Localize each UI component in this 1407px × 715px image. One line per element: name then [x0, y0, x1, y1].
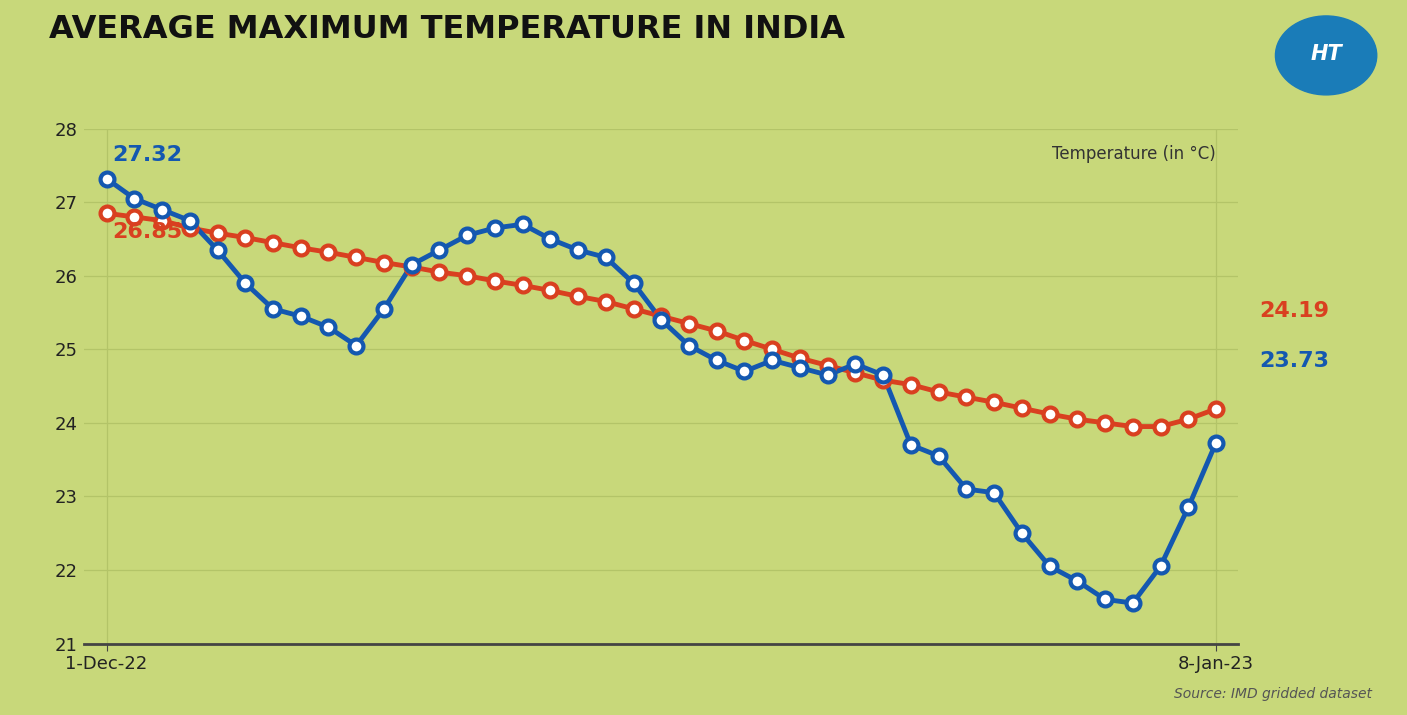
- Circle shape: [1275, 16, 1376, 95]
- Text: Source: IMD gridded dataset: Source: IMD gridded dataset: [1173, 686, 1372, 701]
- Text: Temperature (in °C): Temperature (in °C): [1052, 145, 1216, 163]
- Text: HT: HT: [1310, 44, 1342, 64]
- Text: 24.19: 24.19: [1259, 301, 1330, 321]
- Text: 23.73: 23.73: [1259, 351, 1330, 371]
- Text: 27.32: 27.32: [113, 145, 182, 165]
- Text: AVERAGE MAXIMUM TEMPERATURE IN INDIA: AVERAGE MAXIMUM TEMPERATURE IN INDIA: [49, 14, 846, 45]
- Text: 26.85: 26.85: [113, 222, 183, 242]
